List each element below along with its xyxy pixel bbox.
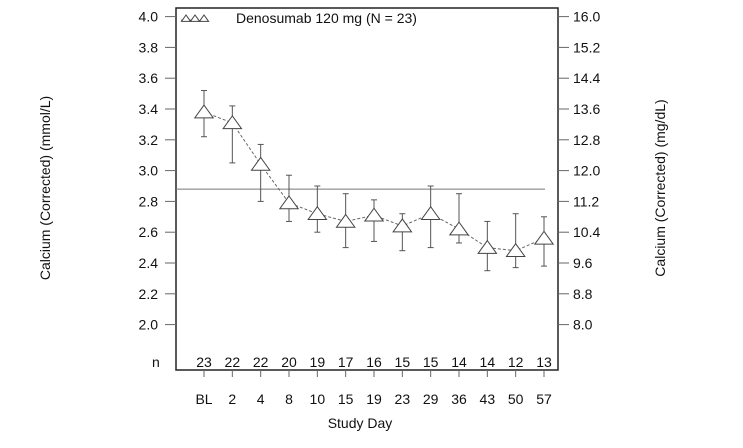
data-point xyxy=(250,156,271,171)
y-tick-label: 3.2 xyxy=(139,132,159,148)
legend-label: Denosumab 120 mg (N = 23) xyxy=(236,10,417,26)
legend-marker xyxy=(198,14,210,22)
y-axis-right: 8.0 8.8 9.6 10.4 11.2 12.0 12.8 13.6 14.4 15.2 16.… xyxy=(558,9,600,333)
data-point xyxy=(193,104,215,119)
y-tick-label: 2.2 xyxy=(139,286,159,302)
x-tick-label: 15 xyxy=(338,391,354,407)
y-tick-label-right: 8.0 xyxy=(573,317,593,333)
x-tick-label: BL xyxy=(195,391,212,407)
series-marks xyxy=(176,90,555,272)
n-count: 17 xyxy=(338,354,354,370)
data-point xyxy=(448,221,470,236)
data-point xyxy=(363,207,385,222)
x-axis-title: Study Day xyxy=(328,415,393,431)
y-tick-label: 2.0 xyxy=(139,317,159,333)
y-tick-label-right: 12.0 xyxy=(573,163,600,179)
n-label: n xyxy=(152,354,160,370)
y-tick-label: 2.4 xyxy=(139,255,159,271)
legend-symbol xyxy=(180,14,210,22)
x-tick-label: 23 xyxy=(395,391,411,407)
data-point xyxy=(533,230,555,245)
y-tick-label-right: 12.8 xyxy=(573,132,600,148)
n-count: 22 xyxy=(225,354,241,370)
x-tick-label: 8 xyxy=(285,391,293,407)
y-tick-label: 2.6 xyxy=(139,224,159,240)
data-point xyxy=(335,213,356,228)
n-count: 14 xyxy=(451,354,467,370)
data-point xyxy=(420,205,441,221)
n-count: 16 xyxy=(366,354,382,370)
x-tick-label: 10 xyxy=(310,391,326,407)
y-tick-label: 3.8 xyxy=(139,39,159,55)
y-tick-label: 3.4 xyxy=(139,101,159,117)
y-tick-label-right: 9.6 xyxy=(573,255,593,271)
n-count: 13 xyxy=(536,354,552,370)
x-tick-label: 50 xyxy=(508,391,524,407)
y-tick-label-right: 10.4 xyxy=(573,224,600,240)
n-count: 22 xyxy=(253,354,269,370)
y-tick-label-right: 14.4 xyxy=(573,70,600,86)
data-point xyxy=(222,115,243,130)
data-point xyxy=(278,195,300,210)
y-tick-label-right: 11.2 xyxy=(573,193,599,209)
data-point xyxy=(392,218,413,233)
legend: Denosumab 120 mg (N = 23) xyxy=(180,10,417,26)
legend-marker xyxy=(189,14,201,22)
n-count: 23 xyxy=(196,354,212,370)
data-point xyxy=(307,205,328,221)
x-tick-label: 36 xyxy=(451,391,467,407)
n-count: 14 xyxy=(480,354,496,370)
n-count: 20 xyxy=(281,354,297,370)
y-axis-title-left: Calcium (Corrected) (mmol/L) xyxy=(37,96,53,280)
y-tick-label-right: 8.8 xyxy=(573,286,593,302)
x-tick-label: 2 xyxy=(228,391,236,407)
n-count: 15 xyxy=(395,354,411,370)
data-point xyxy=(505,242,526,257)
n-count: 19 xyxy=(310,354,326,370)
x-tick-label: 4 xyxy=(257,391,265,407)
y-tick-label-right: 13.6 xyxy=(573,101,600,117)
y-tick-label: 3.0 xyxy=(139,163,159,179)
x-tick-label: 43 xyxy=(480,391,496,407)
n-count: 12 xyxy=(508,354,524,370)
y-axis-left: 2.0 2.2 2.4 2.6 2.8 3.0 3.2 3.4 3.6 3.8 4.0 xyxy=(139,9,176,333)
n-count: 15 xyxy=(423,354,439,370)
y-axis-title-right: Calcium (Corrected) (mg/dL) xyxy=(652,99,668,276)
y-tick-label-right: 15.2 xyxy=(573,39,600,55)
x-tick-label: 19 xyxy=(366,391,382,407)
legend-marker xyxy=(180,14,192,22)
y-tick-label: 2.8 xyxy=(139,193,159,209)
x-tick-label: 29 xyxy=(423,391,439,407)
x-tick-label: 57 xyxy=(536,391,552,407)
x-axis: BL23222422820101915171916231529153614431… xyxy=(195,354,552,407)
y-tick-label-right: 16.0 xyxy=(573,9,600,25)
y-tick-label: 3.6 xyxy=(139,70,159,86)
data-point xyxy=(477,239,498,254)
y-tick-label: 4.0 xyxy=(139,9,159,25)
